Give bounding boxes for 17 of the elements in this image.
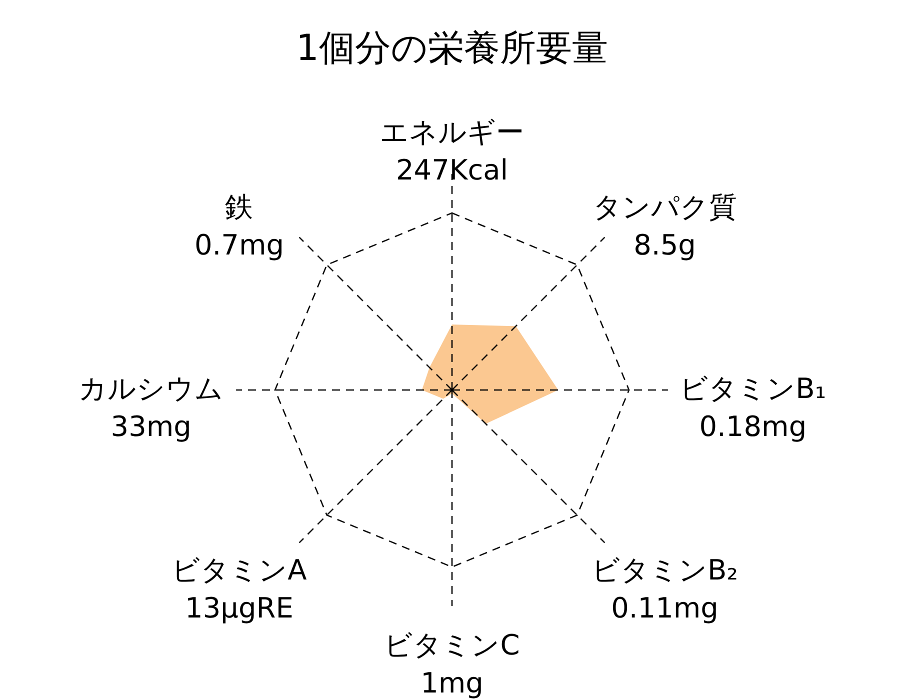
text: 247Kcal [396,153,508,186]
spoke-label: ビタミンC [384,628,520,662]
spoke-label: エネルギー [380,115,524,148]
spoke-label: 鉄 [225,190,254,224]
text: 0.11mg [611,591,718,624]
text: 0.7mg [194,228,284,262]
spoke-label: ビタミンB₂ [592,553,738,586]
text: 0.18mg [699,410,807,443]
text: 8.5g [634,228,696,262]
text: 33mg [110,410,192,443]
text: 1mg [420,666,484,700]
spoke-label: ビタミンA [172,553,307,586]
chart-title: 1個分の栄養所要量 [296,28,608,69]
spoke-label: タンパク質 [592,190,737,224]
text: 13μgRE [185,591,294,624]
spoke-label: カルシウム [78,372,224,405]
spoke-label: ビタミンB₁ [680,372,826,405]
